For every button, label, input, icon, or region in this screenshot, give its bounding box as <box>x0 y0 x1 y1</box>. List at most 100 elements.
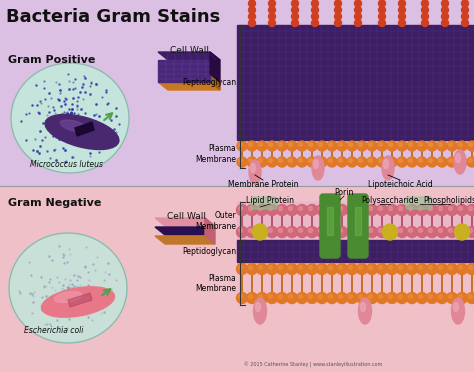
Circle shape <box>421 6 428 13</box>
Circle shape <box>319 266 322 269</box>
Circle shape <box>437 263 447 275</box>
Circle shape <box>419 158 422 163</box>
Circle shape <box>377 141 387 151</box>
Circle shape <box>279 228 283 232</box>
Circle shape <box>458 228 463 232</box>
Ellipse shape <box>455 224 470 240</box>
Circle shape <box>421 19 428 26</box>
Circle shape <box>311 19 319 26</box>
Circle shape <box>468 158 473 163</box>
Polygon shape <box>205 218 215 244</box>
Circle shape <box>358 228 363 232</box>
Polygon shape <box>75 122 94 136</box>
Circle shape <box>292 0 299 7</box>
Circle shape <box>311 13 319 20</box>
Circle shape <box>379 6 385 13</box>
Circle shape <box>237 205 247 215</box>
FancyBboxPatch shape <box>251 197 277 209</box>
Circle shape <box>456 205 467 215</box>
Circle shape <box>328 295 332 298</box>
Circle shape <box>248 13 255 20</box>
Polygon shape <box>155 227 215 235</box>
Ellipse shape <box>382 156 394 180</box>
Circle shape <box>335 13 341 20</box>
Circle shape <box>358 142 363 147</box>
Circle shape <box>399 206 402 211</box>
Circle shape <box>376 227 388 237</box>
Circle shape <box>355 19 362 26</box>
Text: Escherichia coli: Escherichia coli <box>24 326 83 335</box>
Circle shape <box>438 295 443 298</box>
Circle shape <box>428 158 432 163</box>
Circle shape <box>276 263 288 275</box>
Circle shape <box>337 227 347 237</box>
Circle shape <box>307 141 317 151</box>
Circle shape <box>299 142 302 147</box>
Circle shape <box>307 205 318 215</box>
Ellipse shape <box>54 292 82 302</box>
Circle shape <box>462 6 468 13</box>
Circle shape <box>327 141 337 151</box>
Ellipse shape <box>383 160 389 169</box>
Circle shape <box>276 292 288 304</box>
Circle shape <box>417 141 427 151</box>
Circle shape <box>379 142 383 147</box>
Circle shape <box>258 206 263 211</box>
Circle shape <box>337 263 347 275</box>
Circle shape <box>317 141 327 151</box>
Circle shape <box>368 228 373 232</box>
Circle shape <box>335 19 341 26</box>
Circle shape <box>399 158 402 163</box>
Circle shape <box>356 205 367 215</box>
Circle shape <box>299 206 302 211</box>
Circle shape <box>428 206 432 211</box>
Circle shape <box>358 295 363 298</box>
Circle shape <box>338 206 343 211</box>
Circle shape <box>348 295 353 298</box>
Circle shape <box>417 227 428 237</box>
Circle shape <box>258 295 263 298</box>
Circle shape <box>456 263 467 275</box>
Circle shape <box>396 263 408 275</box>
Circle shape <box>419 206 422 211</box>
Circle shape <box>268 6 275 13</box>
Circle shape <box>319 228 322 232</box>
Circle shape <box>448 142 453 147</box>
Circle shape <box>407 141 417 151</box>
Circle shape <box>327 205 337 215</box>
Circle shape <box>379 266 383 269</box>
Circle shape <box>266 205 277 215</box>
Text: Membrane Protein: Membrane Protein <box>228 180 298 189</box>
Circle shape <box>289 142 292 147</box>
Polygon shape <box>237 240 474 262</box>
Circle shape <box>356 227 367 237</box>
Ellipse shape <box>383 224 398 240</box>
Circle shape <box>438 206 443 211</box>
Circle shape <box>297 205 308 215</box>
Circle shape <box>368 266 373 269</box>
Circle shape <box>276 227 288 237</box>
Circle shape <box>258 142 263 147</box>
Circle shape <box>338 266 343 269</box>
Circle shape <box>297 263 308 275</box>
Circle shape <box>338 158 343 163</box>
Circle shape <box>337 292 347 304</box>
Text: Micrococcus luteus: Micrococcus luteus <box>30 160 103 169</box>
Polygon shape <box>155 218 215 226</box>
Circle shape <box>309 228 312 232</box>
Circle shape <box>267 141 277 151</box>
Circle shape <box>427 292 438 304</box>
Circle shape <box>337 205 347 215</box>
Circle shape <box>238 158 243 163</box>
Circle shape <box>462 19 468 26</box>
Circle shape <box>438 158 443 163</box>
Circle shape <box>237 141 247 151</box>
Ellipse shape <box>456 154 461 163</box>
Circle shape <box>317 227 328 237</box>
Circle shape <box>399 266 402 269</box>
Circle shape <box>419 228 422 232</box>
Circle shape <box>399 13 405 20</box>
Circle shape <box>457 157 467 167</box>
Circle shape <box>355 13 362 20</box>
Circle shape <box>466 263 474 275</box>
